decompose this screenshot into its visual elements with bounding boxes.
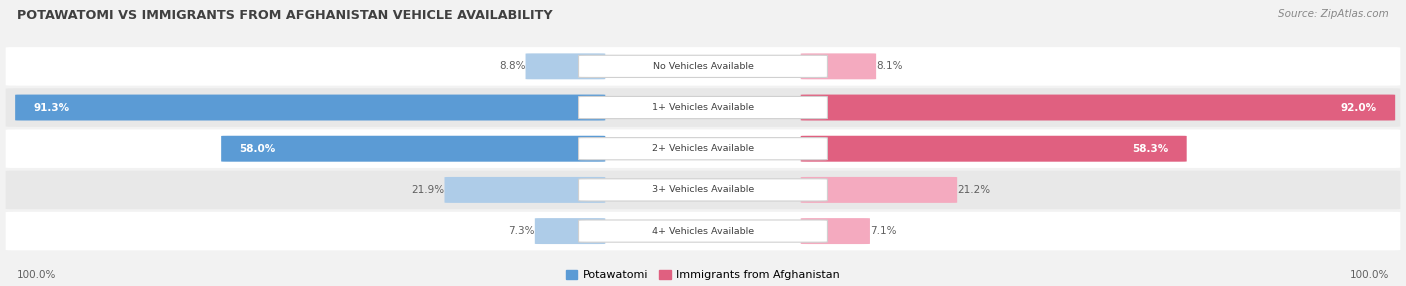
Text: 3+ Vehicles Available: 3+ Vehicles Available	[652, 185, 754, 194]
FancyBboxPatch shape	[801, 218, 870, 244]
FancyBboxPatch shape	[6, 47, 1400, 86]
FancyBboxPatch shape	[801, 136, 1187, 162]
Text: 8.8%: 8.8%	[499, 61, 526, 71]
FancyBboxPatch shape	[579, 96, 827, 119]
FancyBboxPatch shape	[526, 53, 606, 79]
Text: 1+ Vehicles Available: 1+ Vehicles Available	[652, 103, 754, 112]
FancyBboxPatch shape	[801, 177, 957, 203]
FancyBboxPatch shape	[6, 171, 1400, 209]
FancyBboxPatch shape	[6, 212, 1400, 250]
Text: No Vehicles Available: No Vehicles Available	[652, 62, 754, 71]
FancyBboxPatch shape	[444, 177, 605, 203]
FancyBboxPatch shape	[801, 53, 876, 79]
FancyBboxPatch shape	[801, 95, 1395, 120]
Text: 4+ Vehicles Available: 4+ Vehicles Available	[652, 227, 754, 236]
Text: 21.2%: 21.2%	[957, 185, 990, 195]
FancyBboxPatch shape	[221, 136, 606, 162]
Text: 58.0%: 58.0%	[239, 144, 276, 154]
Text: 100.0%: 100.0%	[17, 270, 56, 280]
Text: 100.0%: 100.0%	[1350, 270, 1389, 280]
Text: 7.1%: 7.1%	[870, 226, 897, 236]
FancyBboxPatch shape	[579, 138, 827, 160]
FancyBboxPatch shape	[6, 88, 1400, 127]
Text: 91.3%: 91.3%	[34, 103, 69, 112]
FancyBboxPatch shape	[15, 95, 606, 120]
Text: Source: ZipAtlas.com: Source: ZipAtlas.com	[1278, 9, 1389, 19]
Text: 58.3%: 58.3%	[1132, 144, 1168, 154]
Text: 92.0%: 92.0%	[1341, 103, 1376, 112]
Text: 7.3%: 7.3%	[509, 226, 534, 236]
FancyBboxPatch shape	[534, 218, 606, 244]
Text: 21.9%: 21.9%	[412, 185, 444, 195]
Legend: Potawatomi, Immigrants from Afghanistan: Potawatomi, Immigrants from Afghanistan	[567, 270, 839, 281]
Text: 2+ Vehicles Available: 2+ Vehicles Available	[652, 144, 754, 153]
FancyBboxPatch shape	[579, 220, 827, 242]
FancyBboxPatch shape	[6, 130, 1400, 168]
FancyBboxPatch shape	[579, 55, 827, 78]
FancyBboxPatch shape	[579, 179, 827, 201]
Text: POTAWATOMI VS IMMIGRANTS FROM AFGHANISTAN VEHICLE AVAILABILITY: POTAWATOMI VS IMMIGRANTS FROM AFGHANISTA…	[17, 9, 553, 21]
Text: 8.1%: 8.1%	[876, 61, 903, 71]
